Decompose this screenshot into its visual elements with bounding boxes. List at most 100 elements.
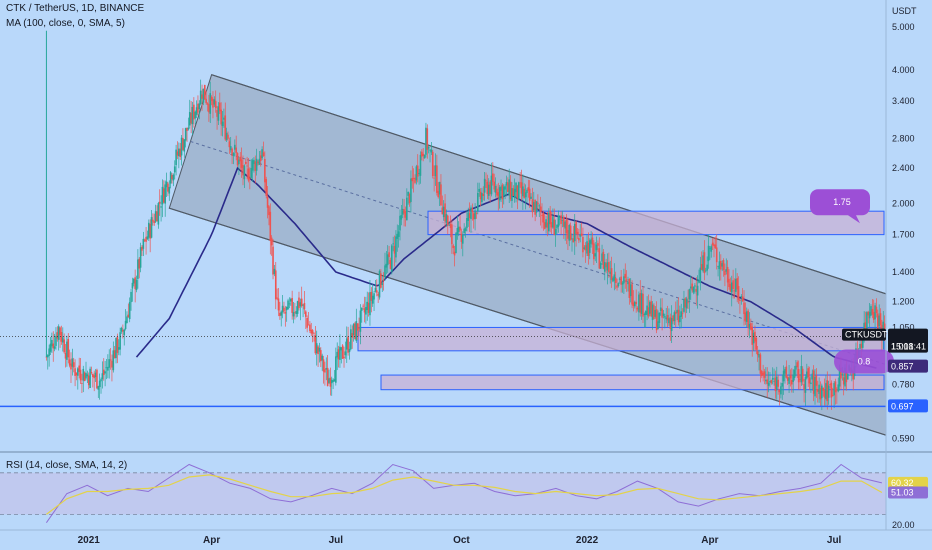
candle-body-2021-11-02: [504, 186, 506, 190]
candle-body-2020-12-22: [74, 368, 76, 376]
candle-body-2022-04-27: [744, 312, 747, 322]
candle-body-2021-04-14: [228, 141, 231, 148]
candle-body-2022-04-14: [726, 266, 729, 283]
candle-body-2021-12-27: [579, 234, 582, 237]
candle-body-2021-06-17: [315, 343, 318, 354]
candle-body-2022-02-06: [635, 301, 637, 305]
candle-body-2022-06-10: [804, 376, 807, 393]
candle-body-2021-03-14: [186, 127, 188, 131]
candle-body-2021-11-27: [538, 205, 541, 207]
candle-body-2021-09-07: [427, 146, 430, 149]
candle-body-2021-09-21: [446, 215, 449, 226]
candle-body-2021-02-13: [146, 236, 149, 240]
candle-body-2022-07-08: [842, 377, 845, 385]
candle-body-2021-10-15: [479, 191, 482, 200]
candle-body-2021-01-25: [120, 327, 123, 332]
price-axis: USDT 5.000 4.000 3.400 2.800 2.400 2.000 1.700…: [885, 0, 917, 530]
candle-body-2022-06-12: [807, 368, 809, 378]
price-tick-2.400: 2.400: [892, 163, 915, 173]
candle-body-2022-07-06: [840, 367, 842, 379]
candle-body-2022-07-22: [861, 337, 864, 348]
candle-body-2021-05-26: [285, 306, 288, 311]
candle-body-2021-02-26: [164, 184, 166, 204]
candle-body-2021-10-31: [501, 184, 504, 200]
candle-body-2022-04-12: [724, 270, 726, 276]
candle-body-2021-11-16: [523, 188, 526, 198]
candle-body-2021-12-19: [568, 225, 571, 241]
candle-body-2022-01-16: [606, 262, 609, 271]
candle-body-2021-07-27: [370, 291, 373, 301]
candle-body-2021-04-29: [249, 177, 251, 179]
annotations[interactable]: 1.75 0.8: [810, 189, 894, 374]
candle-body-2021-08-11: [391, 245, 393, 272]
candle-body-2021-03-07: [176, 151, 179, 156]
candle-body-2022-08-04: [879, 313, 882, 326]
candle-body-2021-11-08: [512, 188, 515, 196]
candle-body-2021-09-03: [422, 153, 425, 156]
candle-body-2021-03-18: [191, 106, 194, 125]
candle-body-2022-06-24: [823, 390, 826, 398]
candle-body-2022-05-26: [784, 368, 786, 374]
candle-body-2021-07-22: [363, 308, 366, 313]
candle-body-2021-05-24: [283, 307, 285, 312]
time-tick-Apr: Apr: [701, 535, 718, 546]
candle-body-2022-02-24: [659, 307, 662, 311]
candle-body-2021-01-18: [111, 360, 113, 368]
candle-body-2021-07-15: [354, 323, 356, 339]
candle-body-2021-10-24: [492, 173, 494, 182]
candle-body-2020-12-02: [46, 355, 49, 358]
candle-body-2022-02-15: [647, 307, 650, 317]
candle-body-2021-06-09: [304, 311, 307, 317]
candle-body-2021-02-02: [131, 282, 134, 289]
candle-body-2021-01-09: [98, 380, 101, 388]
candle-body-2021-09-02: [421, 151, 423, 157]
candle-body-2021-12-24: [575, 221, 577, 234]
candle-body-2021-04-18: [234, 144, 236, 150]
candle-body-2021-04-10: [223, 117, 225, 120]
candle-body-2021-01-19: [112, 350, 115, 371]
candle-body-2022-03-22: [695, 288, 698, 292]
candle-body-2021-08-24: [408, 194, 411, 204]
candle-body-2021-08-08: [386, 254, 389, 266]
time-axis: 2021 Apr Jul Oct 2022 Apr Jul: [0, 529, 932, 546]
candle-body-2021-12-15: [563, 216, 565, 227]
candle-body-2022-04-03: [711, 242, 714, 246]
candle-body-2022-02-12: [643, 314, 646, 315]
candle-body-2022-05-13: [766, 379, 769, 384]
candle-body-2021-09-26: [453, 251, 456, 256]
candle-body-2021-12-02: [545, 219, 547, 228]
candle-body-2021-09-13: [436, 165, 438, 193]
candle-body-2022-05-04: [754, 331, 756, 342]
candle-body-2021-07-21: [362, 305, 364, 307]
candle-body-2021-10-08: [470, 207, 472, 220]
price-tick-1.050: 1.050: [892, 322, 915, 332]
candle-body-2021-03-11: [182, 138, 184, 150]
candle-body-2021-04-15: [229, 146, 232, 151]
candle-body-2021-03-13: [184, 128, 187, 141]
candle-body-2022-01-07: [594, 253, 597, 257]
candle-body-2021-09-17: [441, 207, 444, 215]
candle-body-2021-12-14: [561, 220, 564, 222]
candle-body-2021-04-08: [220, 109, 222, 125]
candle-body-2021-01-30: [127, 314, 130, 318]
candle-body-2022-01-19: [610, 268, 613, 281]
candle-body-2022-01-13: [602, 251, 605, 269]
candle-body-2021-05-09: [262, 152, 265, 156]
candle-body-2021-09-16: [440, 184, 442, 206]
candle-body-2020-12-11: [59, 327, 61, 335]
candle-body-2022-01-17: [608, 262, 610, 273]
candle-body-2022-07-21: [860, 343, 863, 348]
candle-body-2021-05-17: [273, 268, 276, 275]
candle-body-2021-03-23: [198, 103, 201, 110]
last-price-tag-box: [888, 328, 928, 353]
candle-body-2021-01-07: [96, 369, 98, 389]
candle-body-2021-06-10: [306, 318, 308, 328]
candle-body-2021-12-11: [557, 215, 560, 227]
horizontal-levels[interactable]: [0, 336, 886, 408]
candle-body-2022-01-05: [591, 237, 594, 245]
time-tick-Apr: Apr: [203, 535, 220, 546]
candle-body-2021-06-25: [326, 367, 329, 387]
candle-body-2022-06-09: [803, 384, 805, 390]
candle-body-2021-01-08: [97, 386, 100, 390]
